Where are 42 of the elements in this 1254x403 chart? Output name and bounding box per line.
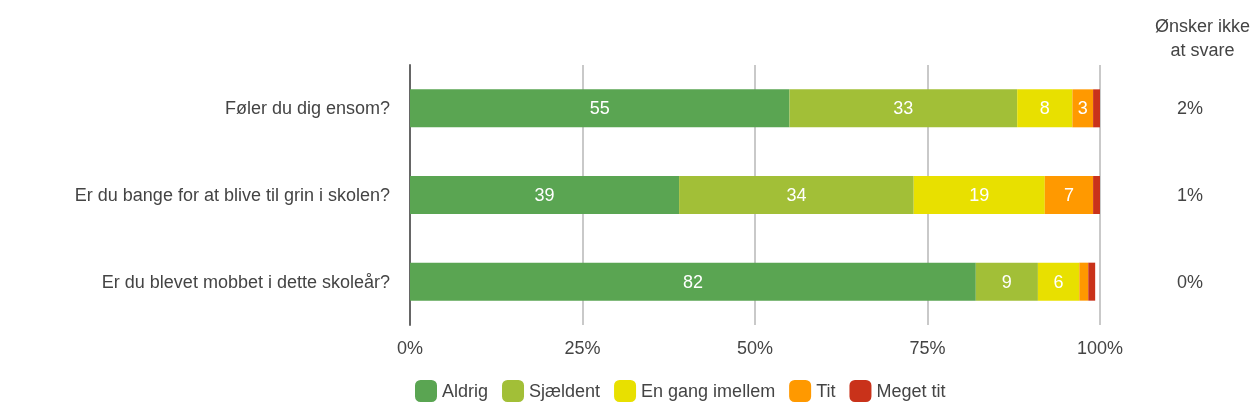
data-label: 55: [589, 98, 610, 119]
text: 1%: [1176, 185, 1204, 205]
text: 2%: [1176, 98, 1204, 119]
legend-label: Meget tit: [876, 381, 946, 401]
legend-label: Sjældent: [529, 381, 601, 401]
bar: [1072, 89, 1094, 128]
bar: [913, 176, 1045, 214]
data-label: 33: [893, 98, 914, 119]
bar: [1037, 262, 1080, 301]
bar: [1088, 262, 1096, 301]
legend-label: En gang imellem: [641, 381, 776, 401]
data-label: 8: [1039, 98, 1050, 119]
data-label: 7: [1063, 185, 1074, 205]
bar: [1017, 89, 1073, 128]
data-label: 19: [969, 185, 990, 205]
data-label: 3: [1077, 98, 1088, 119]
bar: [789, 89, 1018, 128]
bar: [975, 262, 1038, 301]
legend-label: Aldrig: [442, 381, 489, 401]
data-label: 34: [786, 185, 807, 205]
bar: [1044, 176, 1094, 214]
text: Ønsker ikke at svare: [1154, 16, 1250, 60]
bar: [1093, 89, 1100, 128]
data-label: 39: [534, 185, 555, 205]
data-label: 82: [682, 271, 703, 292]
text: 0%: [1176, 271, 1204, 292]
bar: [679, 176, 914, 214]
x-tick-label: 75%: [909, 338, 946, 358]
x-tick-label: 50%: [736, 338, 774, 358]
y-tick-label: Føler du dig ensom?: [224, 98, 390, 119]
bar: [410, 262, 976, 301]
x-tick-label: 0%: [396, 338, 424, 358]
data-label: 9: [1001, 271, 1012, 292]
y-tick-label: Er du blevet mobbet i dette skoleår?: [101, 271, 390, 292]
x-tick-label: 25%: [564, 338, 601, 358]
y-tick-label: Er du bange for at blive til grin i skolen?: [74, 185, 390, 205]
data-label: 6: [1053, 271, 1064, 292]
legend-label: Tit: [816, 381, 836, 401]
bar: [410, 176, 680, 214]
bar: [410, 89, 790, 128]
bar: [1079, 262, 1089, 301]
x-tick-label: 100%: [1076, 338, 1124, 358]
